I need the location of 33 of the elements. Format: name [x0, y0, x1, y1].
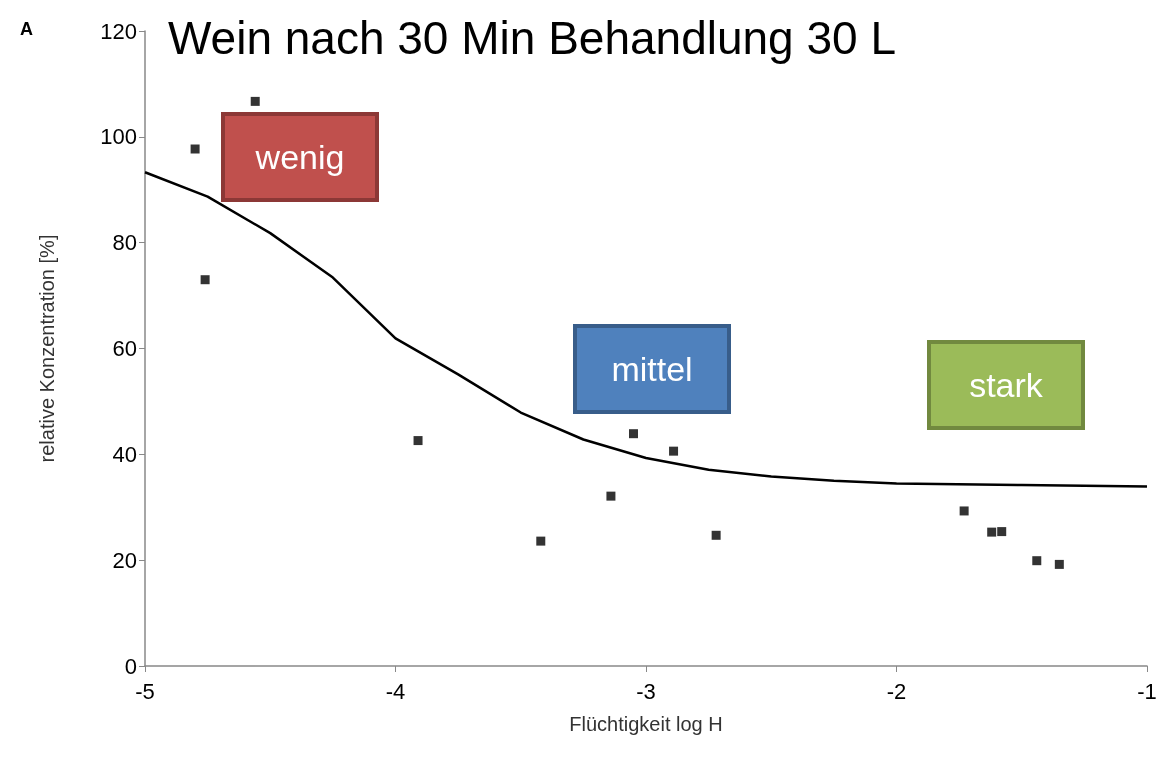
- chart-title: Wein nach 30 Min Behandlung 30 L: [168, 12, 897, 64]
- y-tick-label: 60: [112, 336, 137, 361]
- point: [959, 506, 969, 516]
- point: [190, 144, 200, 154]
- annotation: wenig: [254, 138, 345, 176]
- y-tick-label: 0: [124, 653, 137, 679]
- point: [711, 530, 721, 540]
- point: [669, 446, 679, 456]
- y-axis-title: relative Konzentration [%]: [36, 234, 58, 463]
- point: [200, 275, 210, 285]
- y-tick-label: 40: [112, 441, 137, 467]
- point: [997, 527, 1007, 537]
- text: A: [20, 19, 33, 39]
- y-tick-label: 80: [112, 230, 137, 256]
- point: [1054, 559, 1064, 569]
- x-tick-label: -2: [886, 678, 907, 704]
- point: [606, 491, 616, 501]
- x-tick-label: -5: [135, 678, 155, 704]
- x-axis-title: Flüchtigkeit log H: [569, 713, 723, 735]
- x-tick-label: -3: [636, 678, 656, 704]
- point: [628, 429, 638, 439]
- point: [413, 436, 423, 446]
- y-tick-label: 100: [100, 124, 137, 150]
- y-tick-label: 120: [100, 18, 137, 44]
- y-tick-label: 20: [112, 547, 137, 573]
- annotation: mittel: [611, 350, 693, 388]
- point: [250, 96, 260, 106]
- point: [987, 527, 997, 537]
- annotation: stark: [969, 366, 1044, 404]
- x-tick-label: -4: [385, 678, 406, 704]
- point: [1032, 556, 1042, 566]
- point: [536, 536, 546, 546]
- x-tick-label: -1: [1137, 678, 1157, 704]
